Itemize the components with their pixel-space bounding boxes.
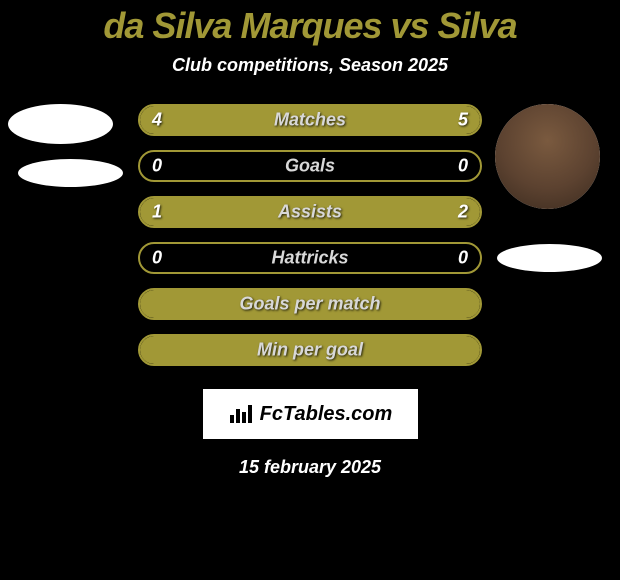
stat-label: Hattricks [140,248,480,269]
subtitle: Club competitions, Season 2025 [0,55,620,76]
stat-label: Goals [140,156,480,177]
stat-bar: 00Hattricks [138,242,482,274]
stat-bar: 45Matches [138,104,482,136]
stat-label: Matches [140,110,480,131]
stat-label: Goals per match [140,294,480,315]
chart-icon [228,403,254,425]
stat-bar: 12Assists [138,196,482,228]
stat-bar: Goals per match [138,288,482,320]
stat-label: Assists [140,202,480,223]
page-title: da Silva Marques vs Silva [0,5,620,47]
stat-bar: 00Goals [138,150,482,182]
team-pill-right [497,244,602,272]
team-pill-left [18,159,123,187]
stats-area: 45Matches 00Goals 12Assists 00Hattricks Goal… [0,104,620,384]
avatar-circle [495,104,600,209]
brand-logo: FcTables.com [203,389,418,439]
stat-label: Min per goal [140,340,480,361]
player-right-avatar [495,104,600,209]
stat-bars: 45Matches 00Goals 12Assists 00Hattricks Goal… [138,104,482,366]
stat-bar: Min per goal [138,334,482,366]
comparison-card: da Silva Marques vs Silva Club competiti… [0,0,620,478]
player-left-avatar-ellipse [8,104,113,144]
brand-text: FcTables.com [260,403,393,426]
date-text: 15 february 2025 [0,457,620,478]
player-face-placeholder [495,104,600,209]
